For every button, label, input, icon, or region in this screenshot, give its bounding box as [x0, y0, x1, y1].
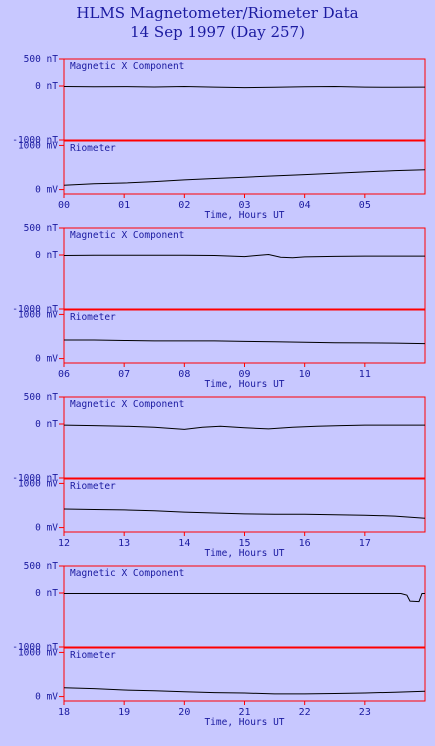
y-tick-label: 500 nT — [24, 223, 59, 234]
x-tick-label: 05 — [359, 200, 371, 211]
x-axis-label: Time, Hours UT — [204, 210, 284, 221]
y-tick-label: 0 mV — [35, 354, 58, 365]
x-tick-label: 09 — [238, 369, 250, 380]
y-tick-label: 0 nT — [35, 419, 58, 430]
x-tick-label: 01 — [118, 200, 130, 211]
y-tick-label: 500 nT — [24, 392, 59, 403]
x-tick-label: 07 — [118, 369, 130, 380]
plot-frame — [63, 140, 426, 195]
magnetic-x-series-line — [64, 593, 425, 603]
x-tick-label: 17 — [359, 538, 371, 549]
magnetic-x-series-line — [63, 253, 425, 259]
y-tick-label: 0 nT — [35, 250, 58, 261]
panel-title: Magnetic X Component — [70, 230, 184, 241]
y-tick-label: 0 nT — [35, 588, 58, 599]
y-tick-label: -1000 nT — [12, 642, 58, 653]
plot-frame — [63, 478, 426, 533]
x-tick-label: 23 — [359, 707, 371, 718]
y-tick-label: 0 mV — [35, 523, 58, 534]
panel-title: Magnetic X Component — [70, 399, 184, 410]
y-tick-label: 0 mV — [35, 185, 58, 196]
panel-title: Riometer — [70, 481, 116, 492]
x-tick-label: 20 — [178, 707, 190, 718]
y-tick-label: 0 mV — [35, 692, 58, 703]
y-tick-label: 1000 mV — [18, 478, 58, 489]
plot-frame — [63, 565, 426, 648]
x-tick-label: 18 — [58, 707, 70, 718]
plot-frame — [63, 309, 426, 364]
x-tick-label: 19 — [118, 707, 130, 718]
x-tick-label: 13 — [118, 538, 130, 549]
chart-title: HLMS Magnetometer/Riometer Data — [76, 4, 359, 22]
x-tick-label: 21 — [238, 707, 250, 718]
panel-title: Riometer — [70, 312, 116, 323]
y-tick-label: 1000 mV — [18, 647, 58, 658]
x-tick-label: 22 — [299, 707, 311, 718]
x-tick-label: 06 — [58, 369, 70, 380]
y-tick-label: 500 nT — [24, 561, 59, 572]
x-tick-label: 10 — [299, 369, 311, 380]
y-tick-label: -1000 nT — [12, 473, 58, 484]
plot-frame — [63, 58, 426, 141]
panel-title: Riometer — [70, 650, 116, 661]
x-tick-label: 14 — [178, 538, 190, 549]
x-tick-label: 03 — [238, 200, 250, 211]
riometer-series-line — [63, 508, 426, 519]
x-tick-label: 04 — [299, 200, 311, 211]
chart-subtitle: 14 Sep 1997 (Day 257) — [130, 23, 305, 41]
magnetic-x-series-line — [63, 424, 425, 430]
y-tick-label: 500 nT — [24, 54, 59, 65]
y-tick-label: 1000 mV — [18, 140, 58, 151]
riometer-series-line — [64, 339, 426, 345]
panel-title: Riometer — [70, 143, 116, 154]
x-tick-label: 02 — [178, 200, 190, 211]
panel-title: Magnetic X Component — [70, 568, 184, 579]
x-tick-label: 12 — [58, 538, 70, 549]
x-tick-label: 15 — [238, 538, 250, 549]
panel-title: Magnetic X Component — [70, 61, 184, 72]
x-tick-label: 16 — [299, 538, 311, 549]
magnetic-x-series-line — [63, 85, 426, 89]
chart-title-block: HLMS Magnetometer/Riometer Data 14 Sep 1… — [0, 4, 435, 42]
riometer-series-line — [63, 687, 426, 695]
x-axis-label: Time, Hours UT — [204, 717, 284, 728]
x-axis-label: Time, Hours UT — [204, 379, 284, 390]
y-tick-label: -1000 nT — [12, 304, 58, 315]
x-tick-label: 08 — [178, 369, 190, 380]
y-tick-label: 1000 mV — [18, 309, 58, 320]
riometer-series-line — [63, 169, 426, 186]
y-tick-label: 0 nT — [35, 81, 58, 92]
plot-frame — [63, 227, 426, 310]
y-tick-label: -1000 nT — [12, 135, 58, 146]
x-axis-label: Time, Hours UT — [204, 548, 284, 559]
x-tick-label: 00 — [58, 200, 70, 211]
x-tick-label: 11 — [359, 369, 371, 380]
plot-frame — [63, 396, 426, 479]
